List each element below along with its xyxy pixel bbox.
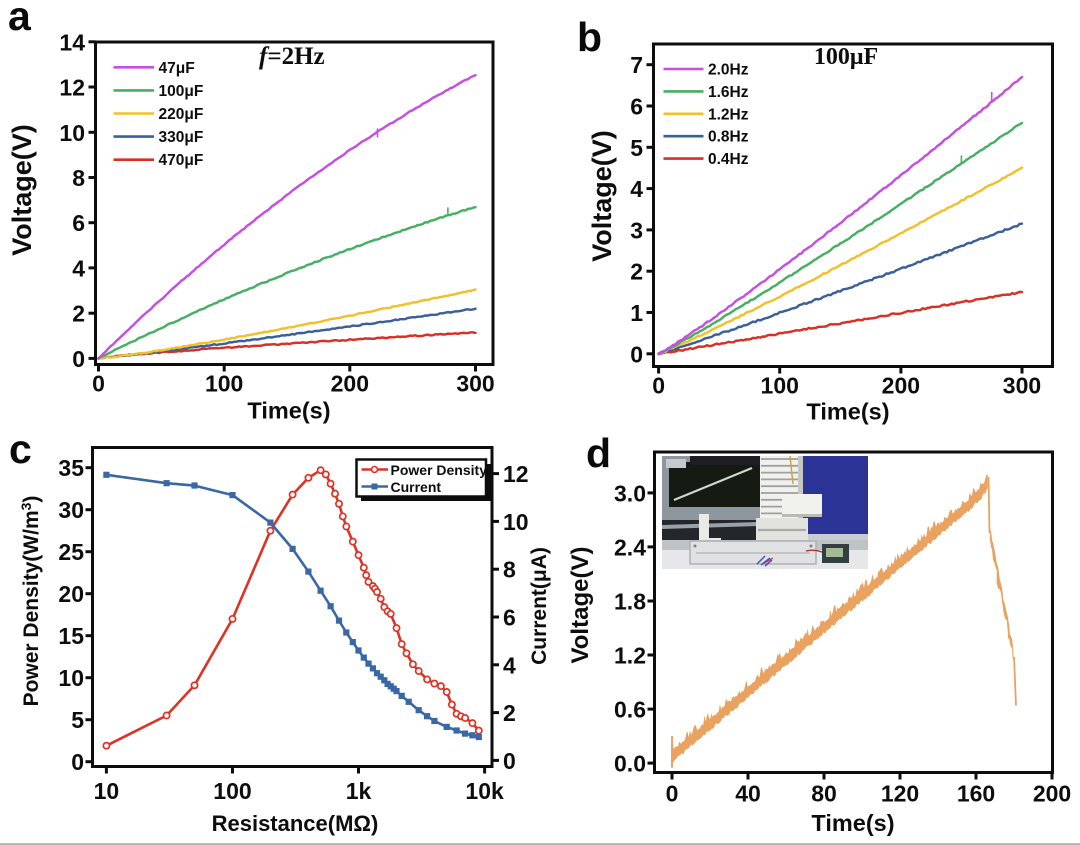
svg-text:15: 15 [58, 623, 84, 649]
svg-text:0: 0 [666, 781, 679, 807]
svg-text:0: 0 [92, 371, 105, 397]
svg-text:120: 120 [881, 781, 919, 807]
svg-text:35: 35 [58, 455, 84, 481]
svg-text:160: 160 [957, 781, 995, 807]
svg-text:10: 10 [94, 778, 120, 804]
svg-text:100: 100 [205, 371, 243, 397]
svg-text:Power Density: Power Density [391, 462, 488, 478]
svg-text:1.6Hz: 1.6Hz [708, 84, 749, 101]
svg-text:10: 10 [59, 120, 85, 146]
svg-text:6: 6 [503, 605, 516, 631]
svg-text:47μF: 47μF [159, 60, 195, 77]
svg-text:200: 200 [331, 371, 369, 397]
svg-text:0: 0 [71, 749, 84, 775]
svg-text:2: 2 [503, 700, 516, 726]
svg-text:0: 0 [652, 373, 665, 399]
svg-text:Power Density(W/m3): Power Density(W/m3) [18, 496, 43, 707]
svg-text:5: 5 [630, 135, 643, 161]
svg-text:4: 4 [630, 176, 643, 202]
svg-text:14: 14 [59, 29, 85, 55]
svg-text:7: 7 [630, 52, 643, 78]
svg-text:Voltage(V): Voltage(V) [587, 130, 617, 262]
svg-text:0: 0 [503, 748, 516, 774]
svg-text:Voltage(V): Voltage(V) [7, 124, 37, 256]
svg-text:100μF: 100μF [814, 44, 878, 70]
svg-text:200: 200 [1033, 781, 1071, 807]
svg-text:0.6: 0.6 [614, 697, 646, 723]
svg-text:2.4: 2.4 [614, 534, 646, 560]
svg-text:Resistance(MΩ): Resistance(MΩ) [212, 811, 379, 836]
svg-text:100μF: 100μF [159, 83, 204, 100]
svg-text:0: 0 [630, 341, 643, 367]
svg-text:1: 1 [630, 300, 643, 326]
svg-text:Current(μA): Current(μA) [528, 547, 551, 665]
svg-text:470μF: 470μF [159, 152, 204, 169]
svg-text:30: 30 [58, 497, 84, 523]
svg-text:1.2Hz: 1.2Hz [708, 106, 749, 123]
svg-text:220μF: 220μF [159, 106, 204, 123]
svg-text:Time(s): Time(s) [806, 399, 889, 425]
svg-text:Time(s): Time(s) [811, 810, 894, 836]
svg-text:100: 100 [761, 373, 799, 399]
svg-text:d: d [586, 430, 611, 476]
svg-text:f=2Hz: f=2Hz [259, 43, 325, 70]
svg-text:0: 0 [72, 346, 85, 372]
svg-text:10: 10 [503, 509, 529, 535]
svg-text:1k: 1k [346, 778, 372, 804]
svg-text:3.0: 3.0 [614, 480, 646, 506]
svg-text:Time(s): Time(s) [247, 398, 330, 424]
svg-text:3: 3 [630, 217, 643, 243]
svg-text:2: 2 [72, 301, 85, 327]
svg-text:25: 25 [58, 539, 84, 565]
svg-text:40: 40 [735, 781, 761, 807]
svg-text:1.8: 1.8 [614, 588, 646, 614]
svg-text:2: 2 [630, 259, 643, 285]
svg-text:2.0Hz: 2.0Hz [708, 62, 749, 79]
svg-text:Current: Current [391, 479, 442, 495]
svg-text:b: b [577, 14, 602, 60]
svg-text:Voltage(V): Voltage(V) [567, 547, 594, 664]
svg-text:10: 10 [58, 665, 84, 691]
svg-text:300: 300 [1003, 373, 1041, 399]
svg-text:12: 12 [59, 75, 85, 101]
svg-text:8: 8 [503, 557, 516, 583]
svg-text:20: 20 [58, 581, 84, 607]
svg-text:100: 100 [213, 778, 251, 804]
svg-text:a: a [8, 0, 32, 39]
svg-text:1.2: 1.2 [614, 643, 646, 669]
svg-text:330μF: 330μF [159, 129, 204, 146]
svg-text:0.0: 0.0 [614, 751, 646, 777]
svg-text:c: c [9, 426, 32, 472]
svg-text:8: 8 [72, 165, 85, 191]
svg-text:4: 4 [503, 652, 516, 678]
svg-text:4: 4 [72, 255, 85, 281]
svg-text:12: 12 [503, 461, 529, 487]
svg-text:6: 6 [630, 94, 643, 120]
svg-text:0.4Hz: 0.4Hz [708, 151, 749, 168]
svg-text:5: 5 [71, 707, 84, 733]
svg-text:10k: 10k [465, 778, 504, 804]
svg-text:200: 200 [882, 373, 920, 399]
svg-text:300: 300 [456, 371, 494, 397]
svg-text:0.8Hz: 0.8Hz [708, 129, 749, 146]
svg-text:6: 6 [72, 210, 85, 236]
svg-text:80: 80 [811, 781, 837, 807]
